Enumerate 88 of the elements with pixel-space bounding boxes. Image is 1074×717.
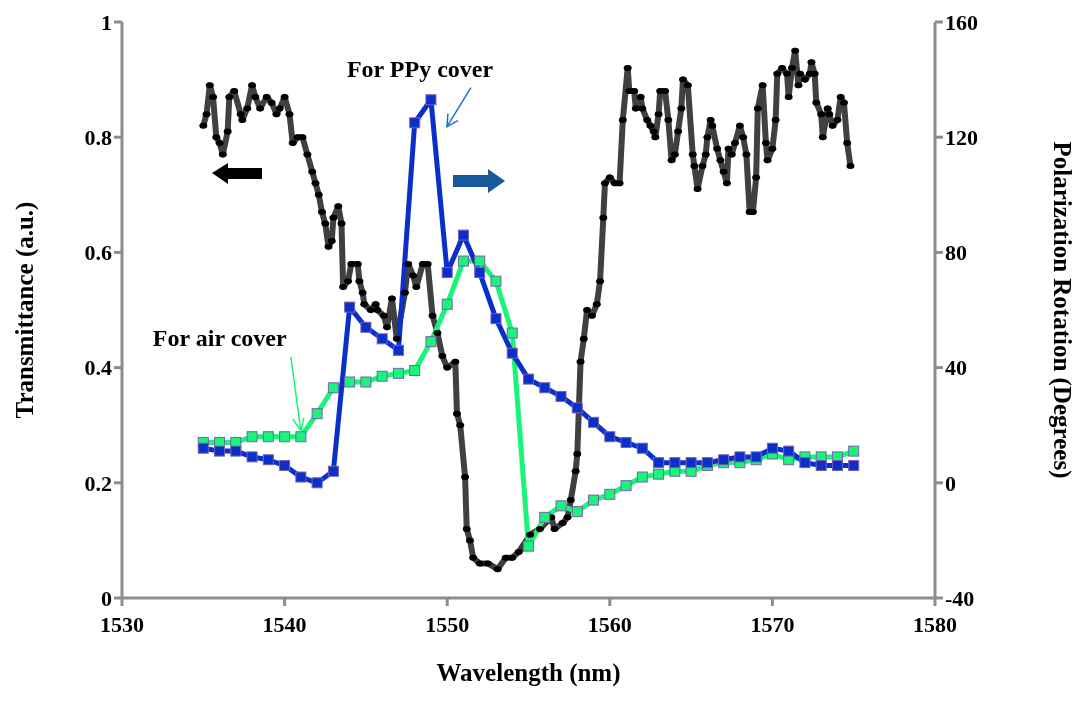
point xyxy=(620,436,632,448)
point xyxy=(409,117,421,129)
point xyxy=(344,376,356,388)
point xyxy=(311,408,323,420)
y2-tick-label: -40 xyxy=(945,585,975,611)
point xyxy=(327,382,339,394)
point xyxy=(295,471,307,483)
point xyxy=(295,431,307,443)
y2-tick-label: 40 xyxy=(945,355,967,381)
y-tick-label: 0 xyxy=(101,585,112,611)
point xyxy=(474,267,486,279)
y-tick-label: 0.2 xyxy=(84,470,112,496)
point xyxy=(344,301,356,313)
point xyxy=(230,445,242,457)
annotation: For air cover xyxy=(152,324,287,351)
point xyxy=(571,402,583,414)
point xyxy=(360,376,372,388)
y-tick-label: 1 xyxy=(101,9,112,35)
point xyxy=(588,416,600,428)
point xyxy=(848,460,860,472)
point xyxy=(685,457,697,469)
point xyxy=(636,471,648,483)
x-axis-title: Wavelength (nm) xyxy=(436,659,621,687)
point xyxy=(214,445,226,457)
point xyxy=(457,255,469,267)
y2-tick-label: 160 xyxy=(945,9,978,35)
x-tick-label: 1570 xyxy=(750,611,795,637)
point xyxy=(799,457,811,469)
point xyxy=(360,321,372,333)
y2-tick-label: 80 xyxy=(945,240,967,266)
point xyxy=(409,364,421,376)
x-tick-label: 1580 xyxy=(913,611,957,637)
point xyxy=(246,451,258,463)
point xyxy=(539,382,551,394)
point xyxy=(262,431,274,443)
point xyxy=(604,431,616,443)
point xyxy=(311,477,323,489)
point xyxy=(539,511,551,523)
point xyxy=(620,480,632,492)
point xyxy=(831,460,843,472)
point xyxy=(376,370,388,382)
point xyxy=(441,267,453,279)
x-tick-label: 1550 xyxy=(425,611,470,637)
point xyxy=(734,451,746,463)
y2-tick-label: 120 xyxy=(945,125,978,151)
point xyxy=(425,94,437,106)
point xyxy=(490,275,502,287)
point xyxy=(523,540,534,552)
y-tick-label: 0.8 xyxy=(84,125,112,151)
point xyxy=(766,442,778,454)
point xyxy=(653,468,665,480)
point xyxy=(474,255,486,267)
annotation: For PPy cover xyxy=(346,55,494,82)
point xyxy=(783,445,795,457)
point xyxy=(523,373,534,385)
point xyxy=(392,344,404,356)
point xyxy=(490,313,502,325)
point xyxy=(441,298,453,310)
point xyxy=(669,457,681,469)
point xyxy=(653,457,665,469)
point xyxy=(636,442,648,454)
point xyxy=(848,445,860,457)
x-tick-label: 1540 xyxy=(262,611,307,637)
x-tick-label: 1530 xyxy=(100,611,144,637)
y-tick-label: 0.6 xyxy=(84,240,112,266)
point xyxy=(457,229,469,241)
point xyxy=(392,367,404,379)
point xyxy=(279,460,291,472)
point xyxy=(571,506,583,518)
point xyxy=(506,347,518,359)
point xyxy=(555,500,567,512)
y-tick-label: 0.4 xyxy=(84,355,112,381)
point xyxy=(262,454,274,466)
point xyxy=(197,442,209,454)
y2-tick-label: 0 xyxy=(945,470,956,496)
point xyxy=(246,431,258,443)
point xyxy=(279,431,291,443)
y-axis-title: Transmittance (a.u.) xyxy=(10,201,39,419)
point xyxy=(327,465,339,477)
point xyxy=(588,494,600,506)
point xyxy=(425,336,437,348)
x-tick-label: 1560 xyxy=(587,611,632,637)
point xyxy=(815,460,827,472)
point xyxy=(506,327,518,339)
y2-axis-title: Polarization Rotation (Degrees) xyxy=(1048,141,1074,479)
point xyxy=(604,488,616,500)
point xyxy=(555,390,567,402)
point xyxy=(376,333,388,345)
